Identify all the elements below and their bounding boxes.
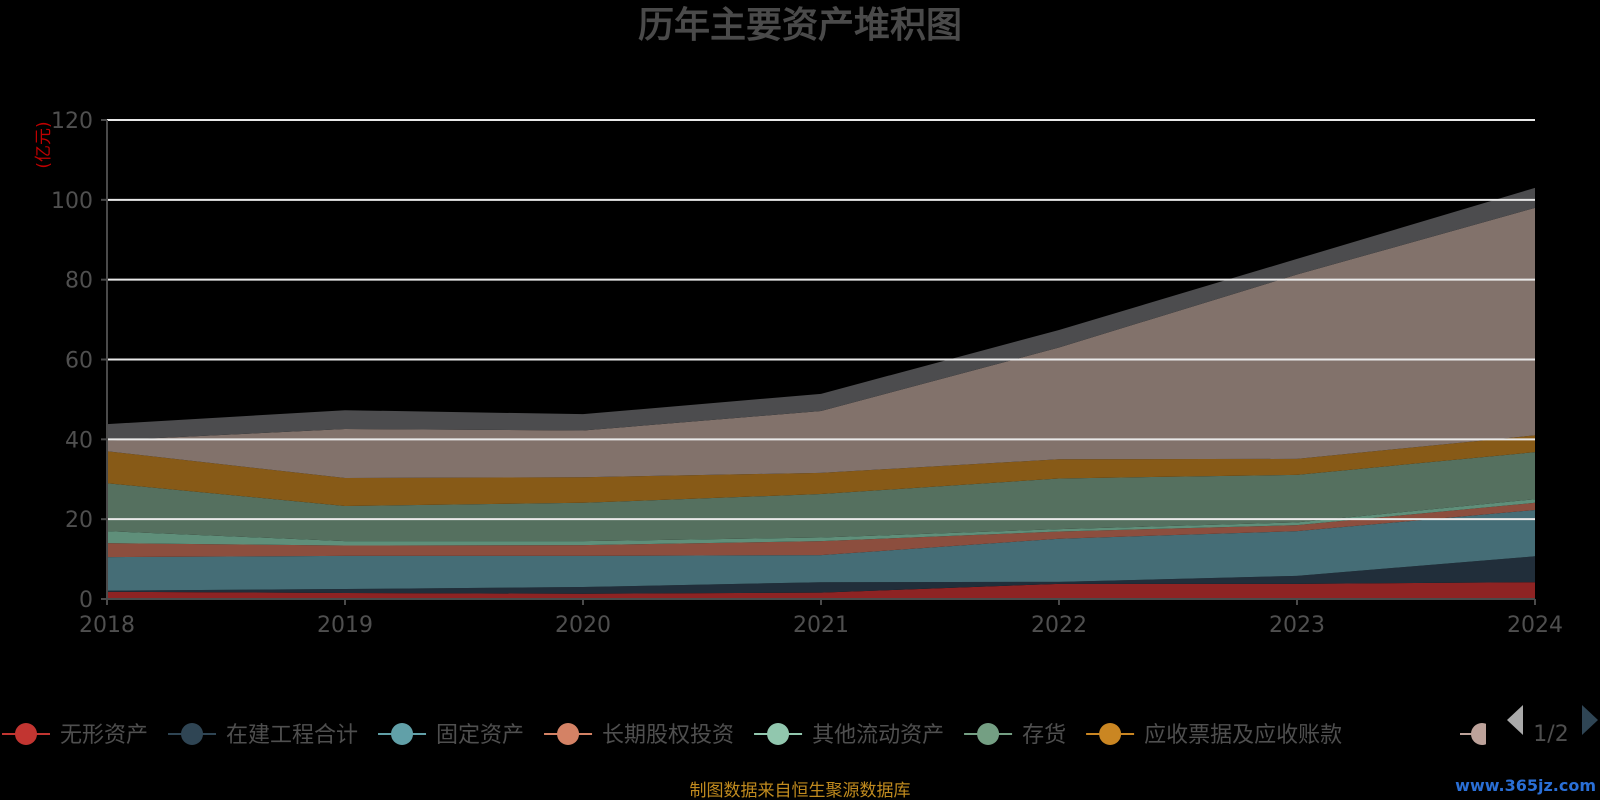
legend-item-6[interactable]: 存货 (964, 723, 1066, 748)
legend-item-5[interactable]: 其他流动资产 (754, 723, 944, 748)
axes (101, 119, 1536, 605)
y-tick-label: 40 (65, 428, 93, 453)
legend-item-2[interactable]: 在建工程合计 (168, 723, 358, 748)
legend-circle-icon (181, 723, 204, 745)
legend-circle-icon (15, 723, 37, 745)
legend-label: 存货 (1022, 723, 1066, 748)
chart-title: 历年主要资产堆积图 (638, 5, 962, 46)
x-tick-label: 2019 (317, 613, 373, 638)
y-tick-label: 80 (65, 269, 93, 294)
legend-item-4[interactable]: 长期股权投资 (544, 723, 734, 748)
legend-item-8-partial[interactable] (1458, 723, 1506, 745)
legend-circle-icon (1471, 723, 1486, 745)
legend: 无形资产 在建工程合计 固定资产 长期股权投资 其他流动资产 存货 应收票据及应收账款 (2, 723, 1506, 748)
legend-circle-icon (977, 723, 1000, 745)
watermark: www.365jz.com (1455, 776, 1596, 795)
legend-item-7[interactable]: 应收票据及应收账款 (1086, 723, 1342, 748)
legend-item-1[interactable]: 无形资产 (2, 723, 148, 748)
x-tick-label: 2018 (79, 613, 135, 638)
y-axis-unit-label: (亿元) (34, 121, 54, 168)
area-series-group (107, 187, 1535, 599)
y-tick-label: 120 (51, 109, 93, 134)
legend-label: 应收票据及应收账款 (1144, 723, 1342, 748)
area-series-2[interactable] (107, 556, 1535, 594)
area-series-4[interactable] (107, 502, 1535, 558)
grid-lines (107, 119, 1535, 521)
legend-prev-page-icon[interactable] (1507, 705, 1523, 735)
legend-item-3[interactable]: 固定资产 (378, 723, 524, 748)
y-tick-label: 0 (79, 588, 93, 613)
x-tick-label: 2022 (1031, 613, 1087, 638)
area-series-1[interactable] (107, 582, 1535, 599)
y-tick-label: 100 (51, 189, 93, 214)
legend-circle-icon (767, 723, 790, 745)
area-series-5[interactable] (107, 499, 1535, 546)
x-tick-label: 2020 (555, 613, 611, 638)
y-tick-label: 60 (65, 349, 93, 374)
area-series-7[interactable] (107, 435, 1535, 506)
legend-label: 长期股权投资 (602, 723, 734, 748)
legend-page-indicator: 1/2 (1533, 722, 1568, 747)
legend-circle-icon (1099, 723, 1122, 745)
x-tick-label: 2021 (793, 613, 849, 638)
area-series-3[interactable] (107, 509, 1535, 591)
tick-labels: 0 20 40 60 80 100 120 2018 2019 2020 2021 2022 2023 2… (51, 109, 1563, 638)
legend-pager: 1/2 (1507, 705, 1598, 747)
legend-label: 固定资产 (436, 723, 524, 748)
legend-circle-icon (391, 723, 414, 745)
data-source-note: 制图数据来自恒生聚源数据库 (690, 781, 911, 800)
legend-label: 无形资产 (60, 723, 148, 748)
x-tick-label: 2024 (1507, 613, 1563, 638)
y-tick-label: 20 (65, 508, 93, 533)
legend-circle-icon (557, 723, 580, 745)
legend-label: 其他流动资产 (812, 723, 944, 748)
legend-next-page-icon[interactable] (1582, 705, 1598, 735)
area-series-8[interactable] (107, 207, 1535, 479)
legend-label: 在建工程合计 (226, 723, 358, 748)
x-tick-label: 2023 (1269, 613, 1325, 638)
